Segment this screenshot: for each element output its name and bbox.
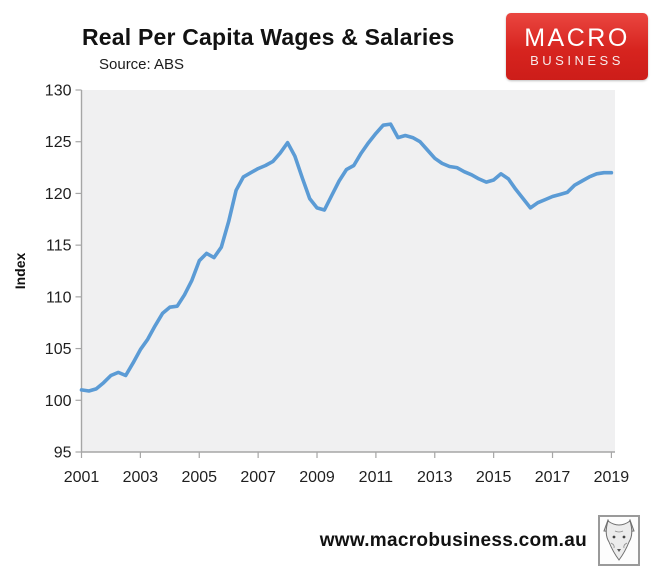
axis-lines <box>80 90 615 453</box>
x-tick-label: 2005 <box>181 469 217 486</box>
wolf-icon <box>603 519 635 561</box>
source-label: Source: ABS <box>99 56 185 73</box>
x-tick-label: 2001 <box>64 469 100 486</box>
x-tick-label: 2019 <box>594 469 630 486</box>
x-tick-label: 2015 <box>476 469 512 486</box>
y-tick-label: 100 <box>45 393 72 410</box>
plot-area <box>81 90 615 452</box>
x-tick-label: 2003 <box>123 469 159 486</box>
x-tick-label: 2007 <box>240 469 276 486</box>
data-line <box>79 122 614 393</box>
y-tick-label: 95 <box>54 445 72 462</box>
page-title: Real Per Capita Wages & Salaries <box>82 24 455 50</box>
x-tick-label: 2017 <box>535 469 571 486</box>
y-tick-label: 130 <box>45 83 72 100</box>
y-axis-label: Index <box>12 253 28 290</box>
logo-text-business: BUSINESS <box>530 53 624 68</box>
footer-url: www.macrobusiness.com.au <box>319 530 587 551</box>
macrobusiness-logo: MACRO BUSINESS <box>506 13 648 80</box>
y-tick-label: 125 <box>45 134 72 151</box>
x-tick-label: 2009 <box>299 469 335 486</box>
x-tick-label: 2011 <box>359 469 394 486</box>
y-tick-label: 110 <box>46 289 72 306</box>
x-tick-label: 2013 <box>417 469 453 486</box>
y-tick-label: 120 <box>45 186 72 203</box>
logo-text-macro: MACRO <box>524 24 630 52</box>
wolf-logo-frame <box>598 515 640 566</box>
y-tick-label: 115 <box>46 238 72 255</box>
y-tick-label: 105 <box>45 341 72 358</box>
line-chart: 95 100 105 110 115 120 125 130 2001 2003 2005 2007 2… <box>12 83 630 487</box>
